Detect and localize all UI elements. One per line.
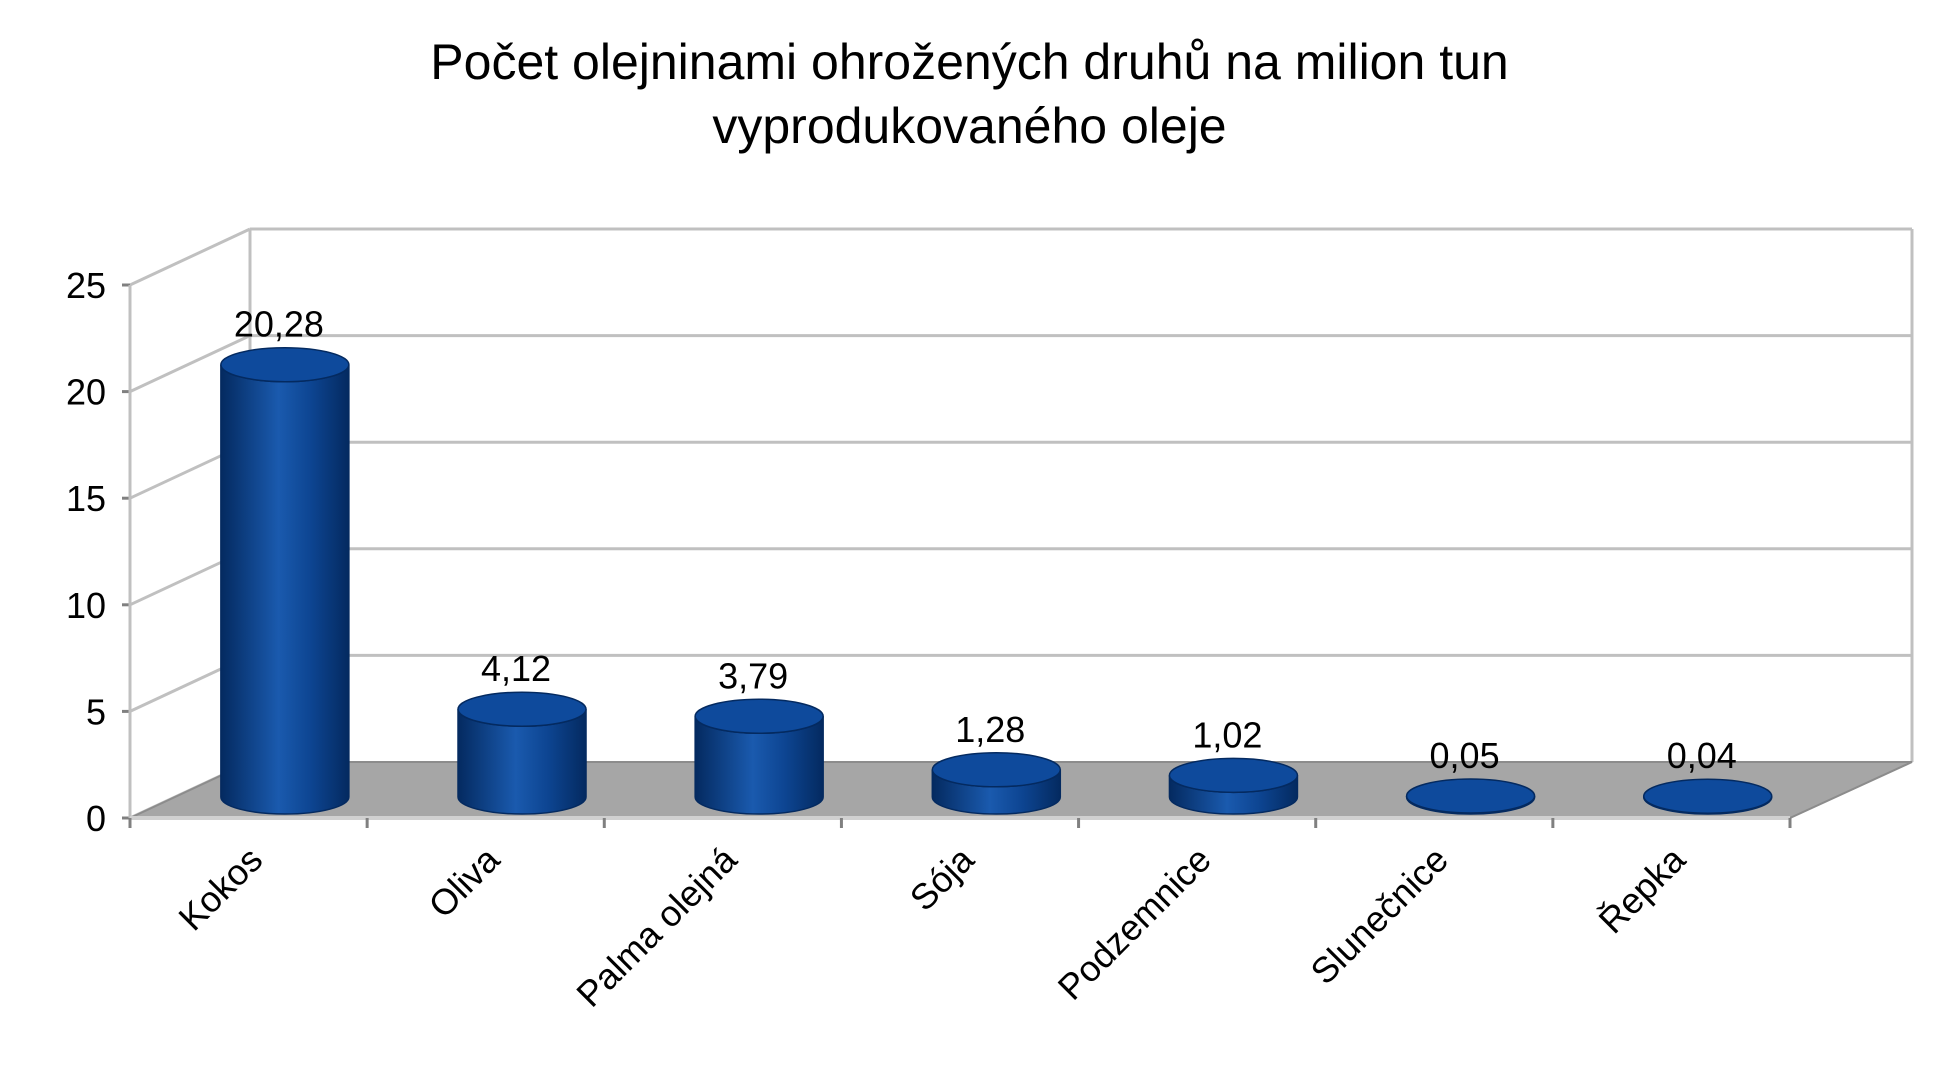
bar-top	[931, 752, 1062, 788]
bar-top	[220, 346, 350, 383]
chart-title-line2: vyprodukovaného oleje	[712, 98, 1227, 154]
bar-3	[931, 752, 1062, 815]
bar-layer	[220, 346, 1773, 815]
data-label: 0,05	[1430, 735, 1500, 776]
side-gridline	[129, 334, 251, 393]
axis-layer	[122, 283, 1792, 828]
bar-1	[457, 691, 587, 815]
data-label: 20,28	[234, 304, 324, 345]
side-gridline	[129, 227, 251, 287]
y-tick-label: 25	[66, 265, 106, 306]
data-label: 0,04	[1667, 735, 1737, 776]
x-tick-label: Palma olejná	[568, 838, 745, 1015]
chart-title: Počet olejninami ohrožených druhů na mil…	[0, 30, 1939, 158]
bar-top	[457, 691, 587, 727]
y-tick-label: 10	[66, 585, 106, 626]
bar-0	[220, 346, 350, 815]
data-label: 3,79	[718, 655, 788, 696]
y-tick-label: 5	[86, 691, 106, 732]
y-tick-label: 15	[66, 478, 106, 519]
x-tick-label: Podzemnice	[1050, 839, 1219, 1008]
x-tick-label: Kokos	[170, 839, 270, 939]
bar-top	[1405, 778, 1536, 814]
x-tick-label: Řepka	[1591, 838, 1694, 941]
data-label: 4,12	[481, 648, 551, 689]
bar-2	[694, 698, 824, 815]
x-tick-label: Oliva	[420, 838, 508, 926]
data-label: 1,02	[1192, 714, 1262, 755]
y-tick-label: 20	[66, 372, 106, 413]
data-label: 1,28	[955, 709, 1025, 750]
bar-4	[1168, 757, 1299, 815]
chart-title-line1: Počet olejninami ohrožených druhů na mil…	[430, 34, 1509, 90]
bar-top	[1642, 778, 1773, 814]
y-tick-label: 0	[86, 798, 106, 839]
bar-top	[694, 698, 824, 735]
x-tick-label: Slunečnice	[1302, 839, 1456, 993]
bar-6	[1642, 778, 1773, 815]
bar-body	[220, 364, 350, 815]
bar-5	[1405, 778, 1536, 815]
x-tick-label: Sója	[902, 838, 983, 919]
bar-top	[1168, 757, 1299, 794]
